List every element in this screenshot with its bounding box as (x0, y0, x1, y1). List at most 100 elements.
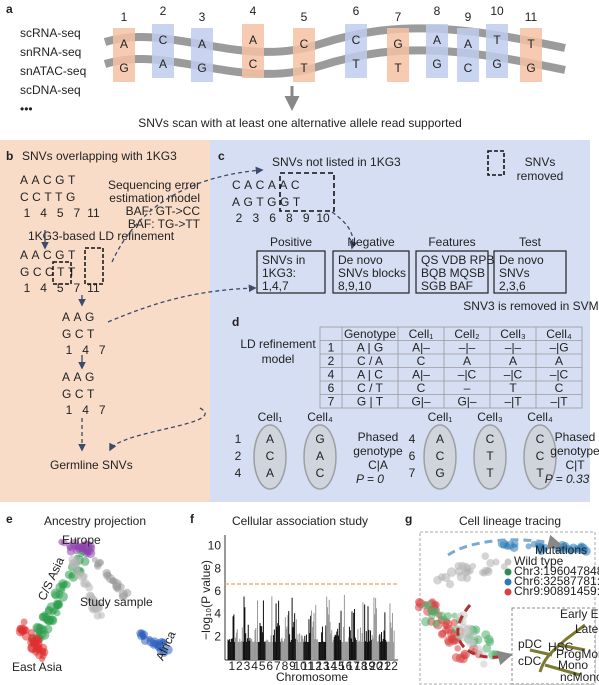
position-number: 4 (250, 4, 257, 18)
inset-tree (529, 623, 586, 677)
group-label: Europe (62, 533, 101, 547)
x-tick-label: 15 (331, 659, 345, 673)
box-highlight: 2,3,6 (499, 279, 526, 293)
position-number: 10 (490, 4, 504, 18)
table-cell: –|C (458, 367, 477, 381)
position-number: 3 (199, 10, 206, 24)
base: T (493, 33, 501, 47)
table-header: Cell₃ (500, 327, 526, 341)
projection-dot (86, 592, 95, 600)
phased-genotype: C|T (565, 458, 585, 472)
base: C (159, 33, 168, 47)
projection-dot (68, 559, 78, 569)
legend-dot (504, 568, 512, 576)
x-tick-label: 12 (309, 659, 323, 673)
x-axis-label: Chromosome (276, 670, 348, 684)
box-title: Negative (347, 235, 395, 249)
y-tick-label: 4 (214, 607, 221, 621)
x-tick-label: 19 (362, 659, 376, 673)
base: T (300, 61, 308, 75)
inset-label: cDC (518, 654, 542, 668)
row-index: 4 (235, 466, 242, 480)
panel-label: f (190, 512, 195, 526)
base-box (457, 28, 479, 82)
projection-dot (485, 566, 492, 574)
projection-dot (500, 563, 508, 571)
legend-text: Chr3:196047848:A:T (514, 564, 599, 578)
table-cell: A | G (357, 340, 383, 354)
sequence: AACGT (20, 173, 79, 187)
legend-dot (504, 558, 512, 566)
panel-title: Ancestry projection (44, 514, 146, 528)
x-tick-label: 20 (369, 659, 383, 673)
base-box (191, 28, 213, 82)
table-header: Cell₂ (454, 327, 480, 341)
position-number: 9 (303, 211, 310, 225)
projection-dot (29, 638, 36, 645)
cell-label: Cell₃ (477, 410, 503, 424)
projection-dot (58, 586, 66, 593)
table-cell: 6 (328, 381, 335, 395)
table-cell: A | C (357, 367, 383, 381)
base-box (242, 24, 264, 78)
projection-dot (465, 637, 476, 647)
x-tick-label: 1 (228, 659, 235, 673)
allele: C (536, 449, 545, 463)
dashed-arrow (111, 166, 264, 263)
position-number: 4 (82, 343, 89, 357)
legend-title: Mutations (535, 543, 587, 557)
y-tick-label: 6 (214, 584, 221, 598)
position-number: 3 (252, 211, 259, 225)
projection-dot (80, 578, 90, 589)
table-cell: A|– (412, 367, 430, 381)
panel-b-bg (0, 140, 210, 502)
position-number: 5 (57, 281, 64, 295)
row-index: 7 (409, 466, 416, 480)
table-cell: –|C (550, 367, 569, 381)
projection-dot (82, 540, 93, 550)
row-index: 1 (235, 432, 242, 446)
projection-dot (123, 588, 132, 597)
sequence: GCT (62, 327, 98, 341)
x-tick-label: 16 (339, 659, 353, 673)
projection-dot (442, 621, 450, 629)
x-tick-label: 2 (236, 659, 243, 673)
allele: A (266, 432, 274, 446)
base-box (486, 24, 508, 78)
projection-dot (454, 645, 461, 652)
projection-dot (431, 607, 439, 615)
panel-label: a (6, 2, 13, 16)
inset-label: Early E (560, 607, 599, 621)
allele: G (315, 432, 324, 446)
x-tick-label: 9 (289, 659, 296, 673)
x-tick-label: 5 (259, 659, 266, 673)
position-number: 4 (40, 206, 47, 220)
phased-label: Phased (358, 430, 399, 444)
sequence: AACGT (20, 248, 79, 262)
dashed-box (279, 172, 335, 212)
table-cell: 7 (328, 394, 335, 408)
legend-dot (504, 588, 512, 596)
inset-label: Mono (558, 658, 588, 672)
caption: SNVs scan with at least one alternative … (138, 116, 462, 130)
projection-dot (27, 643, 38, 654)
position-number: 10 (316, 211, 330, 225)
y-tick-label: 10 (208, 539, 222, 553)
legend-text: Wild type (514, 554, 564, 568)
table-header: Cell₁ (409, 327, 434, 341)
projection-dot (93, 602, 103, 613)
phased-genotype: C|A (368, 458, 388, 472)
table-cell: G|– (411, 394, 430, 408)
position-number: 6 (353, 4, 360, 18)
box-text: De novo (499, 253, 544, 267)
base: C (249, 57, 258, 71)
cell-ellipse (523, 424, 557, 490)
panel-title: Cell lineage tracing (459, 514, 561, 528)
position-number: 6 (269, 211, 276, 225)
projection-dot (44, 607, 54, 616)
base: A (464, 37, 472, 51)
base: T (394, 61, 402, 75)
table-header: Genotype (344, 327, 396, 341)
projection-dot (439, 630, 447, 638)
